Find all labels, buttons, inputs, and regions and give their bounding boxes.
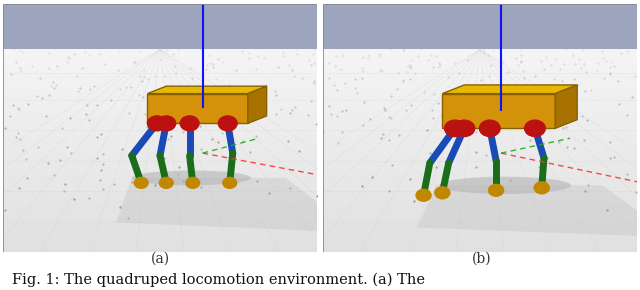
Bar: [323, 171, 637, 178]
Bar: [3, 56, 317, 63]
Bar: [323, 124, 637, 130]
Bar: [323, 56, 637, 63]
Polygon shape: [417, 185, 640, 238]
Bar: [3, 144, 317, 151]
Bar: [323, 130, 637, 137]
Bar: [323, 151, 637, 157]
Bar: [323, 144, 637, 151]
Bar: [323, 198, 637, 205]
Ellipse shape: [439, 177, 571, 194]
Polygon shape: [442, 85, 577, 94]
Text: (b): (b): [472, 251, 491, 265]
Bar: [3, 157, 317, 164]
Bar: [323, 63, 637, 69]
Text: (a): (a): [150, 251, 170, 265]
Bar: [3, 198, 317, 205]
Bar: [323, 212, 637, 218]
Bar: [3, 178, 317, 184]
Bar: [3, 76, 317, 83]
Bar: [323, 191, 637, 198]
Circle shape: [157, 116, 175, 131]
Circle shape: [416, 189, 431, 201]
Circle shape: [454, 120, 475, 137]
Bar: [3, 225, 317, 232]
Circle shape: [218, 116, 237, 131]
Circle shape: [435, 187, 450, 199]
Bar: [3, 246, 317, 252]
Bar: [3, 49, 317, 56]
Bar: [3, 90, 317, 96]
Bar: [3, 96, 317, 103]
Bar: [3, 4, 317, 49]
Circle shape: [180, 116, 199, 131]
Bar: [323, 218, 637, 225]
Circle shape: [223, 177, 237, 188]
Bar: [3, 205, 317, 212]
Bar: [323, 225, 637, 232]
Circle shape: [534, 182, 549, 194]
Circle shape: [159, 177, 173, 188]
Bar: [3, 212, 317, 218]
Bar: [3, 184, 317, 191]
Bar: [323, 96, 637, 103]
Bar: [323, 90, 637, 96]
Bar: [323, 246, 637, 252]
Bar: [147, 94, 248, 123]
Bar: [323, 83, 637, 90]
Bar: [3, 83, 317, 90]
Circle shape: [479, 120, 500, 137]
Bar: [323, 137, 637, 144]
Bar: [323, 184, 637, 191]
Ellipse shape: [132, 171, 251, 185]
Bar: [442, 94, 556, 128]
Bar: [323, 205, 637, 212]
Polygon shape: [116, 178, 358, 233]
Bar: [3, 164, 317, 171]
Bar: [323, 117, 637, 124]
Circle shape: [186, 177, 200, 188]
Circle shape: [525, 120, 545, 137]
Circle shape: [147, 116, 166, 131]
Bar: [323, 69, 637, 76]
Polygon shape: [147, 86, 267, 94]
Bar: [323, 4, 637, 49]
Bar: [323, 103, 637, 110]
Bar: [323, 178, 637, 184]
Bar: [3, 151, 317, 157]
Circle shape: [445, 120, 465, 137]
Bar: [3, 232, 317, 239]
Bar: [3, 63, 317, 69]
Bar: [323, 49, 637, 56]
Circle shape: [488, 184, 504, 196]
Bar: [3, 110, 317, 117]
Bar: [323, 157, 637, 164]
Bar: [323, 164, 637, 171]
Bar: [3, 191, 317, 198]
Bar: [3, 130, 317, 137]
Bar: [3, 171, 317, 178]
Bar: [323, 239, 637, 246]
Circle shape: [134, 177, 148, 188]
Polygon shape: [248, 86, 267, 123]
Text: Fig. 1: The quadruped locomotion environment. (a) The: Fig. 1: The quadruped locomotion environ…: [12, 272, 424, 287]
Bar: [3, 117, 317, 124]
Bar: [323, 76, 637, 83]
Bar: [323, 232, 637, 239]
Bar: [323, 110, 637, 117]
Polygon shape: [556, 85, 577, 128]
Bar: [3, 124, 317, 130]
Bar: [3, 69, 317, 76]
Bar: [3, 103, 317, 110]
Bar: [3, 239, 317, 246]
Bar: [3, 137, 317, 144]
Bar: [3, 218, 317, 225]
